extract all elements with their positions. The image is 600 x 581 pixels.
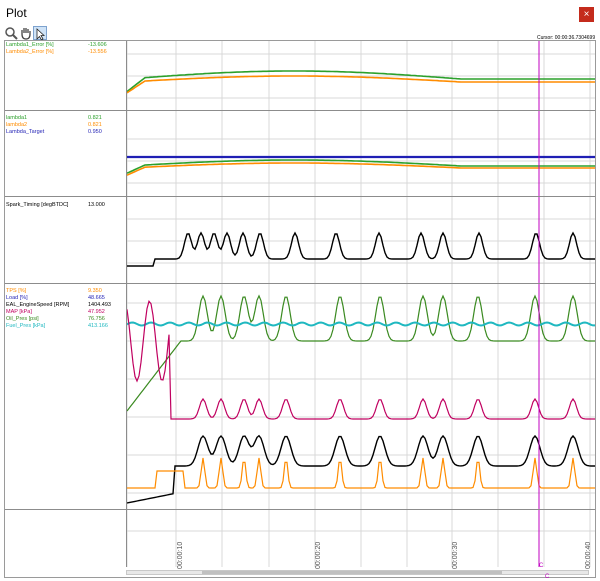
signal-name: Oil_Pres [psi] (6, 316, 39, 322)
signal-name: lambda2 (6, 122, 28, 128)
oil-pressure-trace (126, 294, 595, 412)
legend-separator (126, 41, 127, 567)
signal-value: -13.606 (88, 42, 107, 48)
signal-row[interactable]: lambda1 0.821 (6, 115, 127, 122)
signal-value: 9.350 (88, 288, 102, 294)
hand-icon (21, 28, 31, 40)
signal-value: 0.821 (88, 115, 102, 121)
time-tick-label: 00:00:10 (177, 541, 184, 569)
signal-row[interactable]: Spark_Timing [degBTDC] 13.000 (6, 202, 127, 209)
pan-tool-button[interactable] (19, 26, 33, 40)
signal-row[interactable]: Load [%] 48.665 (6, 295, 127, 302)
signal-row[interactable]: Oil_Pres [psi] 76.756 (6, 316, 127, 323)
signal-value: 47.952 (88, 309, 105, 315)
signal-value: 1404.493 (88, 302, 111, 308)
lambda2-trace (126, 162, 595, 176)
pointer-icon (36, 28, 46, 41)
signal-row[interactable]: lambda2 0.821 (6, 122, 127, 129)
signal-value: 48.665 (88, 295, 105, 301)
signal-row[interactable]: TPS [%] 9.350 (6, 288, 127, 295)
lambda1-trace (126, 159, 595, 174)
map-trace (126, 300, 595, 420)
fuel-pressure-trace (126, 321, 595, 327)
signal-name: EAL_EngineSpeed [RPM] (6, 302, 70, 308)
cursor-marker: C (539, 563, 544, 569)
spark-timing-trace (127, 231, 595, 267)
signal-row[interactable]: Fuel_Pres [kPa] 413.166 (6, 323, 127, 330)
signal-name: Lambda_Target (6, 129, 45, 135)
signal-value: -13.556 (88, 49, 107, 55)
signal-name: MAP [kPa] (6, 309, 32, 315)
cursor-time-readout: Cursor: 00:00:36.7304699 (537, 35, 596, 41)
close-button[interactable]: × (579, 7, 594, 22)
signal-name: TPS [%] (6, 288, 27, 294)
signal-row[interactable]: Lambda2_Error [%] -13.556 (6, 49, 127, 56)
pane-divider[interactable] (5, 110, 595, 111)
magnifier-icon (5, 27, 18, 40)
signal-value: 413.166 (88, 323, 108, 329)
cursor-marker: C (545, 574, 550, 580)
time-tick-label: 00:00:30 (452, 541, 459, 569)
select-tool-button[interactable] (33, 26, 47, 41)
signal-value: 76.756 (88, 316, 105, 322)
signal-name: Lambda1_Error [%] (6, 42, 54, 48)
signal-name: Load [%] (6, 295, 28, 301)
pane-divider[interactable] (5, 196, 595, 197)
signal-name: Spark_Timing [degBTDC] (6, 202, 69, 208)
tps-trace (127, 457, 595, 489)
time-tick-label: 00:00:20 (315, 541, 322, 569)
signal-row[interactable]: Lambda1_Error [%] -13.606 (6, 42, 127, 49)
zoom-tool-button[interactable] (4, 26, 18, 40)
signal-name: Fuel_Pres [kPa] (6, 323, 46, 329)
plot-frame[interactable]: Lambda1_Error [%] -13.606 Lambda2_Error … (4, 40, 596, 578)
toolbar (0, 26, 600, 41)
signal-row[interactable]: EAL_EngineSpeed [RPM] 1404.493 (6, 302, 127, 309)
pane-divider (5, 509, 595, 510)
engine-speed-trace (126, 434, 595, 504)
signal-value: 13.000 (88, 202, 105, 208)
plot-area[interactable] (5, 41, 595, 577)
pane-divider[interactable] (5, 283, 595, 284)
signal-row[interactable]: Lambda_Target 0.950 (6, 129, 127, 136)
horizontal-scrollbar[interactable] (126, 570, 589, 575)
lambda2-error-trace (126, 75, 595, 94)
signal-row[interactable]: MAP [kPa] 47.952 (6, 309, 127, 316)
lambda1-error-trace (126, 70, 595, 93)
title-bar: Plot × (0, 0, 600, 26)
scrollbar-thumb[interactable] (202, 571, 502, 574)
signal-value: 0.950 (88, 129, 102, 135)
window-title: Plot (6, 6, 27, 20)
time-tick-label: 00:00:40 (585, 541, 592, 569)
signal-name: Lambda2_Error [%] (6, 49, 54, 55)
signal-name: lambda1 (6, 115, 28, 121)
signal-value: 0.821 (88, 122, 102, 128)
